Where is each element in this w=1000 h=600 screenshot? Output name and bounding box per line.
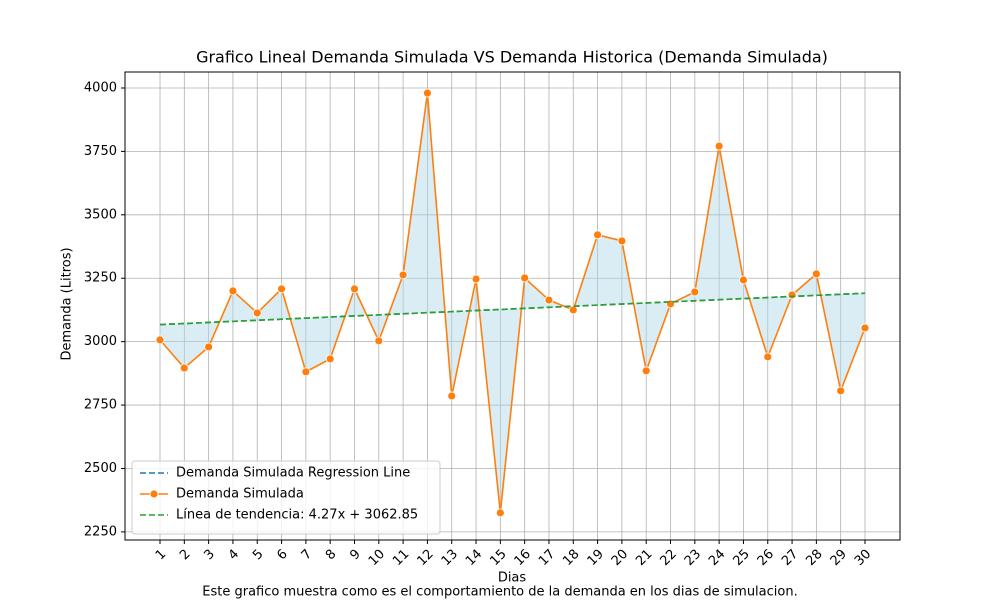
point <box>204 342 214 352</box>
legend-label: Demanda Simulada Regression Line <box>176 466 410 481</box>
point <box>763 352 773 362</box>
x-tick-label: 19 <box>585 547 607 569</box>
point <box>325 354 335 364</box>
x-tick-label: 17 <box>536 547 558 569</box>
point <box>447 391 457 401</box>
point <box>350 284 359 294</box>
legend-marker <box>149 489 159 499</box>
point <box>423 88 432 98</box>
x-tick-label: 5 <box>250 547 266 563</box>
x-tick-label: 22 <box>658 547 680 569</box>
x-tick-label: 13 <box>439 547 461 569</box>
plot-frame <box>124 71 901 541</box>
x-tick-label: 15 <box>487 547 509 569</box>
point <box>179 363 189 373</box>
x-tick-label: 1 <box>153 547 169 563</box>
point <box>398 270 408 280</box>
legend-label: Línea de tendencia: 4.27x + 3062.85 <box>176 508 418 523</box>
y-tick-label: 4000 <box>84 80 117 95</box>
x-tick-label: 7 <box>299 547 315 563</box>
x-tick-label: 12 <box>414 547 436 569</box>
point <box>739 275 748 285</box>
x-tick-label: 11 <box>390 547 412 569</box>
x-axis-label: Dias <box>498 571 527 586</box>
line-series <box>159 292 866 326</box>
x-tick-label: 27 <box>779 547 801 569</box>
point <box>252 308 262 318</box>
legend-box <box>131 460 441 535</box>
point <box>544 295 554 305</box>
y-tick-label: 2250 <box>84 524 117 539</box>
x-tick-label: 2 <box>177 547 193 563</box>
x-tick-label: 24 <box>706 547 728 569</box>
fill-area <box>160 93 865 513</box>
point <box>641 366 651 376</box>
point <box>714 141 724 151</box>
point <box>301 367 311 377</box>
point <box>690 287 700 297</box>
x-tick-label: 8 <box>323 547 339 563</box>
x-tick-label: 3 <box>201 547 217 563</box>
x-tick-label: 30 <box>852 547 874 569</box>
point <box>860 323 870 333</box>
legend-label: Demanda Simulada <box>176 487 304 502</box>
caption: Este grafico muestra como es el comporta… <box>202 585 797 600</box>
x-tick-label: 20 <box>609 547 631 569</box>
x-tick-label: 26 <box>755 547 777 569</box>
point <box>593 230 602 240</box>
x-tick-label: 9 <box>347 547 363 563</box>
chart-title: Grafico Lineal Demanda Simulada VS Deman… <box>196 48 828 67</box>
point <box>787 290 797 300</box>
y-tick-label: 3250 <box>84 271 117 286</box>
point <box>374 336 384 346</box>
y-tick-label: 3000 <box>84 334 117 349</box>
point <box>836 386 846 396</box>
x-tick-label: 4 <box>226 547 242 563</box>
x-tick-label: 23 <box>682 547 704 569</box>
x-tick-label: 6 <box>274 547 290 563</box>
x-tick-label: 25 <box>730 547 752 569</box>
point <box>277 284 286 294</box>
line-series <box>159 92 866 513</box>
point <box>617 236 627 246</box>
point <box>520 273 530 283</box>
x-tick-label: 10 <box>366 547 388 569</box>
point <box>155 335 165 345</box>
x-tick-label: 21 <box>633 547 655 569</box>
x-tick-label: 18 <box>560 547 582 569</box>
y-tick-label: 2500 <box>84 461 117 476</box>
y-tick-label: 3500 <box>84 207 117 222</box>
x-tick-label: 14 <box>463 547 485 569</box>
point <box>811 269 821 279</box>
point <box>471 274 481 284</box>
y-tick-label: 3750 <box>84 144 117 159</box>
point <box>568 305 578 315</box>
y-axis-label: Demanda (Litros) <box>60 247 75 360</box>
point <box>228 286 238 296</box>
y-tick-label: 2750 <box>84 398 117 413</box>
x-tick-label: 29 <box>828 547 850 569</box>
point <box>495 508 505 518</box>
x-tick-label: 16 <box>512 547 534 569</box>
x-tick-label: 28 <box>803 547 825 569</box>
